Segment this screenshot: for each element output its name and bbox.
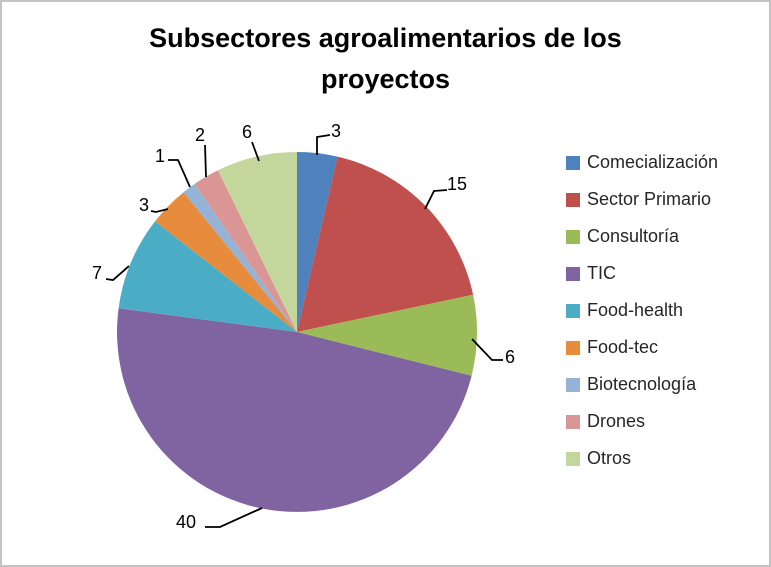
legend: Comecialización Sector Primario Consulto… bbox=[566, 152, 718, 485]
legend-label: Consultoría bbox=[587, 226, 680, 246]
legend-item-comecializacion: Comecialización bbox=[566, 152, 718, 173]
legend-item-tic: TIC bbox=[566, 263, 718, 284]
legend-label: Otros bbox=[587, 448, 632, 468]
legend-label: Sector Primario bbox=[587, 189, 712, 209]
pie-slice-Drones bbox=[194, 170, 297, 332]
legend-swatch bbox=[566, 266, 580, 281]
data-label: 3 bbox=[139, 195, 149, 215]
data-label: 6 bbox=[505, 347, 515, 367]
data-label: 3 bbox=[331, 121, 341, 141]
legend-item-sector-primario: Sector Primario bbox=[566, 189, 718, 210]
leader-line bbox=[150, 208, 169, 213]
leader-line bbox=[471, 338, 503, 361]
leader-lines bbox=[105, 134, 503, 528]
pie-slice-Food-tec bbox=[155, 192, 297, 332]
leader-line bbox=[168, 159, 191, 188]
pie-slice-Sector Primario bbox=[297, 156, 474, 332]
pie-slice-Comecialización bbox=[297, 151, 338, 332]
legend-swatch bbox=[566, 340, 580, 355]
legend-swatch bbox=[566, 451, 580, 466]
leader-line bbox=[204, 144, 207, 178]
legend-item-biotecnologia: Biotecnología bbox=[566, 374, 718, 395]
legend-swatch bbox=[566, 192, 580, 207]
pie-slice-Otros bbox=[218, 152, 297, 332]
chart-title: Subsectores agroalimentarios de los proy… bbox=[149, 23, 622, 94]
data-label: 2 bbox=[195, 125, 205, 145]
data-label: 40 bbox=[176, 512, 196, 532]
legend-swatch bbox=[566, 303, 580, 318]
legend-label: Comecialización bbox=[587, 152, 719, 172]
leader-line bbox=[251, 141, 260, 162]
data-label: 6 bbox=[242, 122, 252, 142]
legend-label: Drones bbox=[587, 411, 646, 431]
legend-item-food-health: Food-health bbox=[566, 300, 718, 321]
data-label: 1 bbox=[155, 146, 165, 166]
legend-swatch bbox=[566, 377, 580, 392]
leader-line bbox=[205, 507, 263, 528]
legend-label: Food-tec bbox=[587, 337, 659, 357]
legend-item-drones: Drones bbox=[566, 411, 718, 432]
data-label: 7 bbox=[92, 263, 102, 283]
pie-slice-Consultoría bbox=[297, 294, 477, 376]
pie-slice-Biotecnología bbox=[183, 184, 297, 332]
legend-item-otros: Otros bbox=[566, 448, 718, 469]
legend-swatch bbox=[566, 229, 580, 244]
data-labels: 3 15 6 40 7 3 1 2 6 bbox=[92, 121, 515, 532]
legend-swatch bbox=[566, 155, 580, 170]
pie-slice-Food-health bbox=[118, 221, 297, 332]
pie-slices bbox=[117, 151, 477, 512]
legend-label: Food-health bbox=[587, 300, 684, 320]
legend-label: Biotecnología bbox=[587, 374, 697, 394]
legend-label: TIC bbox=[587, 263, 616, 283]
leader-line bbox=[105, 265, 130, 281]
data-label: 15 bbox=[447, 174, 467, 194]
legend-item-consultoria: Consultoría bbox=[566, 226, 718, 247]
pie-slice-TIC bbox=[117, 308, 472, 512]
leader-line bbox=[316, 134, 331, 155]
leader-line bbox=[424, 189, 448, 210]
legend-swatch bbox=[566, 414, 580, 429]
legend-item-food-tec: Food-tec bbox=[566, 337, 718, 358]
